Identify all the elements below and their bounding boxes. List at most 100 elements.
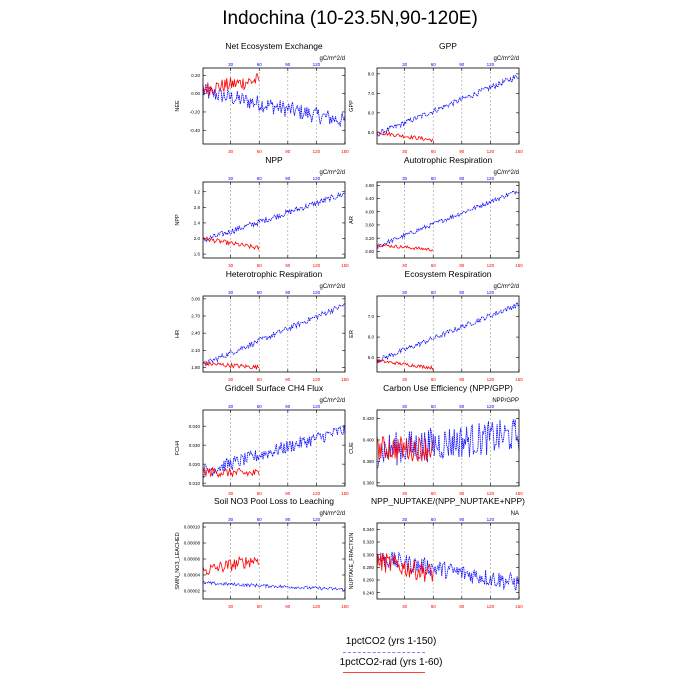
units-label: gC/m^2/d xyxy=(320,398,346,404)
panel-title: NPP xyxy=(265,155,283,165)
units-label: NA xyxy=(511,511,519,517)
units-label: gC/m^2/d xyxy=(494,56,520,62)
y-tick-label: 0.00002 xyxy=(184,589,201,594)
y-tick-label: 0.320 xyxy=(363,540,375,545)
y-tick-label: 0.040 xyxy=(189,424,201,429)
bottom-tick-label: 30 xyxy=(402,149,408,154)
panel-nuptake-fraction: NPP_NUPTAKE/(NPP_NUPTAKE+NPP) NA 30 60 90 120… xyxy=(349,496,525,609)
top-tick-label: 90 xyxy=(285,290,291,295)
y-axis-label: SMIN_NO3_LEACHED xyxy=(175,532,181,589)
bottom-tick-label: 120 xyxy=(487,604,495,609)
y-tick-label: 0.420 xyxy=(363,416,375,421)
bottom-tick-label: 150 xyxy=(341,491,349,496)
y-tick-label: 0.360 xyxy=(363,480,375,485)
series-1pctco2-line xyxy=(202,424,346,480)
top-tick-label: 120 xyxy=(487,517,495,522)
panel-cue: Carbon Use Efficiency (NPP/GPP) NPP/GPP 30… xyxy=(349,383,523,496)
panel-title: Ecosystem Respiration xyxy=(405,269,492,279)
y-tick-label: 2.8 xyxy=(194,205,201,210)
y-tick-label: 0.020 xyxy=(189,462,201,467)
top-tick-label: 90 xyxy=(459,176,465,181)
bottom-tick-label: 150 xyxy=(341,149,349,154)
series-1pctco2-line xyxy=(202,302,346,366)
top-tick-label: 30 xyxy=(402,62,408,67)
y-tick-label: 7.0 xyxy=(368,314,375,319)
bottom-tick-label: 120 xyxy=(487,377,495,382)
bottom-tick-label: 30 xyxy=(228,263,234,268)
bottom-tick-label: 150 xyxy=(515,604,523,609)
y-tick-label: 0.20 xyxy=(191,73,200,78)
top-tick-label: 60 xyxy=(431,176,437,181)
panel-npp: NPP gC/m^2/d 30 60 90 120 30 60 90 120 150 1.6 2.0 2.… xyxy=(175,155,349,268)
bottom-tick-label: 90 xyxy=(459,491,465,496)
series-1pctco2-line xyxy=(202,84,346,127)
panel-title: Carbon Use Efficiency (NPP/GPP) xyxy=(383,383,513,393)
panel-gpp: GPP gC/m^2/d 30 60 90 120 30 60 90 120 150 5.0 6.0 7.… xyxy=(349,41,523,154)
bottom-tick-label: 120 xyxy=(487,263,495,268)
units-label: gN/m^2/d xyxy=(320,511,346,517)
y-tick-label: 0.00 xyxy=(191,91,200,96)
y-tick-label: 2.4 xyxy=(194,221,201,226)
plot-frame xyxy=(202,181,346,259)
y-axis-label: GPP xyxy=(349,100,355,112)
y-tick-label: 1.6 xyxy=(194,252,201,257)
bottom-tick-label: 120 xyxy=(313,377,321,382)
bottom-tick-label: 60 xyxy=(257,377,263,382)
top-tick-label: 120 xyxy=(313,290,321,295)
units-label: gC/m^2/d xyxy=(320,56,346,62)
top-tick-label: 90 xyxy=(285,517,291,522)
top-tick-label: 60 xyxy=(257,290,263,295)
plot-frame xyxy=(202,522,346,600)
bottom-tick-label: 150 xyxy=(515,263,523,268)
panel-title: GPP xyxy=(439,41,457,51)
bottom-tick-label: 30 xyxy=(228,377,234,382)
legend-label-1pctco2: 1pctCO2 (yrs 1-150) xyxy=(345,636,437,647)
y-tick-label: 1.80 xyxy=(191,365,200,370)
plot-frame xyxy=(202,67,346,145)
panel-hr: Heterotrophic Respiration gC/m^2/d 30 60 90 1… xyxy=(175,269,349,382)
series-1pctco2-rad-line xyxy=(202,236,260,251)
series-1pctco2-line xyxy=(202,191,346,243)
bottom-tick-label: 60 xyxy=(431,377,437,382)
plot-frame xyxy=(376,67,520,145)
bottom-tick-label: 120 xyxy=(487,491,495,496)
bottom-tick-label: 150 xyxy=(341,263,349,268)
y-tick-label: 0.00006 xyxy=(184,557,201,562)
y-tick-label: 2.70 xyxy=(191,314,200,319)
bottom-tick-label: 30 xyxy=(228,149,234,154)
top-tick-label: 60 xyxy=(431,290,437,295)
series-1pctco2-rad-line xyxy=(376,435,434,462)
y-axis-label: CUE xyxy=(349,442,355,454)
bottom-tick-label: 150 xyxy=(515,149,523,154)
figure-title: Indochina (10-23.5N,90-120E) xyxy=(222,8,478,29)
top-tick-label: 90 xyxy=(285,62,291,67)
y-tick-label: 2.40 xyxy=(191,331,200,336)
y-tick-label: -0.20 xyxy=(190,110,201,115)
y-tick-label: 0.380 xyxy=(363,459,375,464)
top-tick-label: 120 xyxy=(313,404,321,409)
y-axis-label: HR xyxy=(175,330,181,338)
top-tick-label: 120 xyxy=(313,62,321,67)
bottom-tick-label: 60 xyxy=(431,604,437,609)
units-label: gC/m^2/d xyxy=(494,284,520,290)
bottom-tick-label: 90 xyxy=(285,604,291,609)
y-tick-label: 2.10 xyxy=(191,348,200,353)
y-tick-label: 5.0 xyxy=(368,355,375,360)
bottom-tick-label: 30 xyxy=(402,491,408,496)
units-label: gC/m^2/d xyxy=(320,170,346,176)
y-axis-label: NUPTAKE_FRACTION xyxy=(349,533,355,590)
series-1pctco2-rad-line xyxy=(202,73,260,96)
plot-frame xyxy=(202,295,346,373)
panel-nee: Net Ecosystem Exchange gC/m^2/d 30 60 90 120 3… xyxy=(175,41,349,154)
series-1pctco2-rad-line xyxy=(376,243,434,252)
y-tick-label: 0.00008 xyxy=(184,541,201,546)
top-tick-label: 30 xyxy=(402,290,408,295)
bottom-tick-label: 120 xyxy=(313,263,321,268)
series-1pctco2-rad-line xyxy=(202,360,260,370)
bottom-tick-label: 120 xyxy=(313,149,321,154)
top-tick-label: 30 xyxy=(402,517,408,522)
y-tick-label: 3.2 xyxy=(194,189,201,194)
top-tick-label: 30 xyxy=(228,290,234,295)
bottom-tick-label: 90 xyxy=(459,604,465,609)
